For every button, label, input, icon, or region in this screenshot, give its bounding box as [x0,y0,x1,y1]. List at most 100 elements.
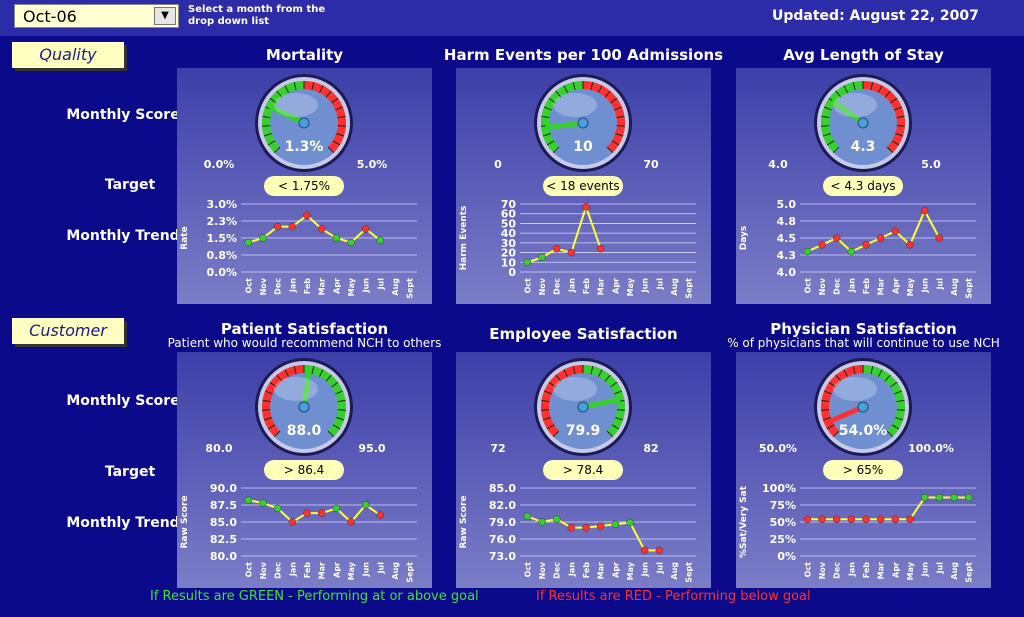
x-tick-label: Jun [362,562,371,578]
gauge-tick [896,115,905,119]
y-tick-label: 20 [501,247,517,260]
x-tick-label: Feb [303,278,312,295]
x-tick-label: Apr [891,562,900,578]
data-point [244,238,253,247]
x-tick-label: Oct [244,278,253,294]
data-point [862,515,870,524]
gauge-tick [284,369,290,377]
gauge-value: 88.0 [287,423,322,439]
x-tick-label: Feb [862,562,871,579]
y-tick-label: 85.0 [210,516,237,529]
data-point [832,515,841,524]
gauge-tick [327,146,335,154]
gauge-tick [262,409,271,411]
x-tick-label: Mar [597,278,606,295]
gauge-tick [273,146,281,154]
legend-red: If Results are RED - Performing below go… [536,589,811,604]
x-tick-label: Apr [891,278,900,294]
panel-svg: 79.9 72 82 > 78.4 85.0 82.0 79.0 76.0 73.0 Raw Sc… [459,358,696,583]
panel-svg: 88.0 80.0 95.0 > 86.4 90.0 87.5 85.0 82.5 80.0 Ra… [180,358,417,583]
data-point [259,499,267,507]
data-point [273,222,282,231]
gauge-tick [541,409,550,411]
y-tick-label: 73.0 [489,550,516,563]
data-point [582,523,590,532]
gauge-tick [610,381,618,388]
target-value: > 86.4 [284,463,325,477]
gauge: 4.3 [814,74,912,172]
month-dropdown[interactable]: Oct-06 ▼ [14,4,179,28]
gauge-tick [337,115,346,119]
x-tick-label: Nov [259,561,268,579]
x-tick-label: Aug [391,278,400,296]
x-tick-label: Feb [303,562,312,579]
y-tick-label: 4.3 [777,249,797,262]
y-tick-label: 40 [501,227,517,240]
x-tick-label: Nov [818,277,827,295]
data-point [876,234,885,242]
gauge-tick [590,82,594,91]
x-tick-label: Mar [877,278,886,295]
trend-chart: 5.0 4.8 4.5 4.3 4.0 Days Oct Nov Dec Jan Feb Mar Apr… [739,198,976,299]
gauge-needle [827,404,866,424]
data-point [832,234,841,242]
gauge-tick [269,381,277,388]
gauge-min: 0.0% [204,158,235,171]
series-line [248,214,381,244]
gauge-band [583,365,625,437]
gauge-tick [542,417,551,421]
gauge-band [821,365,863,437]
data-point [288,518,297,526]
x-tick-label: Aug [670,278,679,296]
target-value: > 78.4 [563,463,604,477]
data-point [376,511,385,519]
data-point [906,241,914,249]
x-tick-label: Oct [244,562,253,578]
gauge-tick [821,125,830,127]
gauge-max: 82 [643,442,658,455]
x-tick-label: Sept [965,278,974,299]
x-tick-label: Feb [582,278,591,295]
x-tick-label: Sept [685,562,694,583]
y-axis-label: Rate [180,226,190,249]
data-point [655,546,664,555]
gauge-tick [552,430,560,438]
data-point [552,515,561,523]
x-tick-label: Jun [921,278,930,294]
chevron-down-icon[interactable]: ▼ [154,7,176,25]
gauge-min: 72 [490,442,505,455]
gauge-tick [331,381,339,388]
y-axis-label: %Sat/Very Sat [739,485,749,558]
kpi-panel-patient: 88.0 80.0 95.0 > 86.4 90.0 87.5 85.0 82.5 80.0 Ra… [177,352,432,588]
x-tick-label: Mar [597,562,606,579]
gauge-tick [870,366,874,375]
data-point [552,244,561,253]
gauge-tick [337,125,346,127]
panel-svg: 4.3 4.0 5.0 < 4.3 days 5.0 4.8 4.5 4.3 4.0 Days Oc… [739,74,976,299]
kpi-panel-physician: 54.0% 50.0% 100.0% > 65% 100% 75% 50% 25% 0% %Sat… [736,352,991,588]
data-point [288,222,297,231]
y-tick-label: 80.0 [210,550,237,563]
gauge-band [821,81,863,153]
y-tick-label: 0 [508,266,516,279]
gauge-tick [828,381,836,388]
gauge-tick [870,82,874,91]
x-tick-label: Aug [391,562,400,580]
gauge-band [304,81,346,153]
gauge-band [262,365,304,437]
y-tick-label: 90.0 [210,482,237,495]
y-tick-label: 79.0 [489,516,516,529]
y-tick-label: 25% [770,533,796,546]
y-tick-label: 85.0 [489,482,516,495]
x-tick-label: Aug [950,278,959,296]
gauge-tick [616,125,625,127]
data-point [640,546,649,555]
data-point [964,493,973,502]
gauge-tick [610,97,618,104]
x-tick-label: May [906,277,915,296]
gauge-band [863,365,905,437]
y-tick-label: 70 [501,198,517,211]
y-axis-label: Days [739,226,749,251]
panel-title: Mortality [265,46,344,64]
x-tick-label: Jan [567,278,576,293]
